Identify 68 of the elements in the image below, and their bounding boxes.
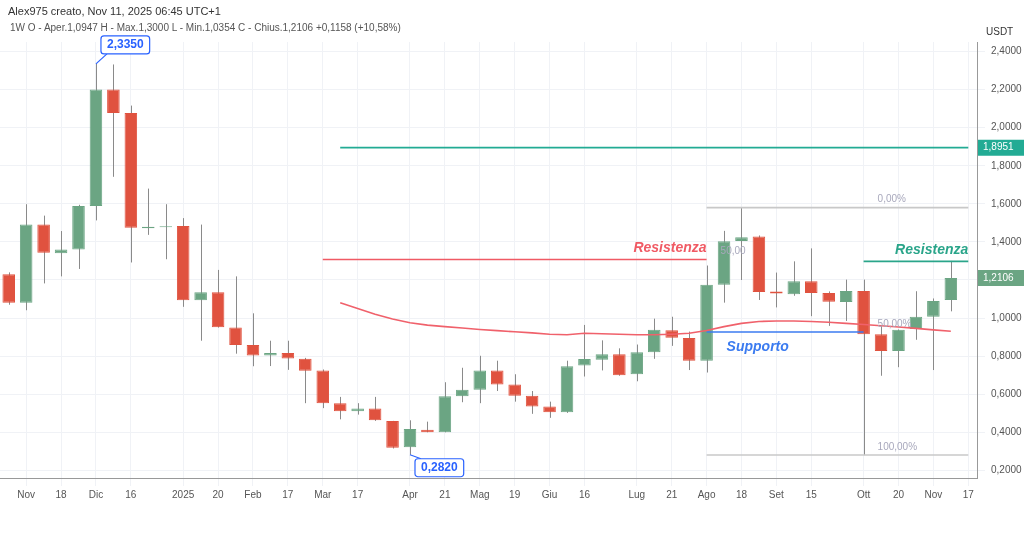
data-label: 1,8951 <box>983 141 1015 153</box>
candlestick <box>333 396 347 420</box>
text: 2,3350 <box>106 37 144 52</box>
x-tick-label: 2025 <box>172 488 195 500</box>
x-tick-label: 21 <box>666 488 678 500</box>
y-tick-label: 1,8000 <box>991 159 1023 171</box>
candlestick <box>281 340 295 371</box>
x-tick-label: 18 <box>55 488 68 500</box>
series-label: Resistenza <box>895 241 969 258</box>
y-tick-label: 2,2000 <box>991 83 1023 95</box>
candlestick <box>194 224 207 342</box>
x-tick-label: Nov <box>924 488 943 500</box>
x-tick-label: 21 <box>439 488 451 500</box>
x-tick-label: Ott <box>856 488 871 500</box>
candlestick <box>299 357 312 404</box>
candlestick <box>456 367 469 403</box>
x-tick-label: 20 <box>212 488 225 500</box>
y-tick-label: 2,0000 <box>991 121 1023 133</box>
annotation: 0,00% <box>877 193 907 205</box>
candlestick <box>647 318 661 360</box>
y-tick-label: 2,4000 <box>991 45 1023 57</box>
x-tick-label: 16 <box>578 488 591 500</box>
x-tick-label: 17 <box>352 488 364 500</box>
candlestick <box>246 312 260 367</box>
x-tick-label: Set <box>768 488 785 500</box>
series-label: Supporto <box>726 337 790 354</box>
candlestick <box>107 63 120 178</box>
x-tick-label: 17 <box>282 488 294 500</box>
candlestick <box>630 344 644 382</box>
chart-title: Alex975 creato, Nov 11, 2025 06:45 UTC+1 <box>8 5 221 17</box>
x-tick-label: Feb <box>244 488 263 500</box>
candlestick <box>508 373 521 403</box>
candlestick <box>682 331 696 371</box>
x-tick-label: Giu <box>541 488 558 500</box>
y-tick-label: 0,2000 <box>991 464 1023 476</box>
candlestick <box>229 275 242 355</box>
x-tick-label: 18 <box>735 488 748 500</box>
x-tick-label: Apr <box>402 488 419 500</box>
text: 0,2820 <box>420 460 458 475</box>
y-tick-label: 0,8000 <box>991 349 1023 361</box>
x-tick-label: Ago <box>697 488 716 500</box>
x-tick-label: Mar <box>314 488 333 500</box>
x-tick-label: Nov <box>17 488 36 500</box>
y-axis-title: USDT <box>986 26 1014 37</box>
x-tick-label: Mag <box>470 488 490 500</box>
x-tick-label: Lug <box>628 488 646 500</box>
candlestick <box>804 247 818 317</box>
candlestick <box>595 339 609 371</box>
x-tick-label: 20 <box>892 488 905 500</box>
y-tick-label: 0,6000 <box>991 387 1023 399</box>
annotation: 100,00% <box>877 440 918 452</box>
series-label: Resistenza <box>633 239 707 256</box>
chart-subtitle: 1W O - Aper.1,0947 H - Max.1,3000 L - Min.1,0354 C - Chius.1,2106 +0,1158 (+10,58%) <box>10 22 401 33</box>
y-tick-label: 1,0000 <box>991 311 1023 323</box>
x-tick-label: 16 <box>125 488 137 500</box>
candlestick <box>613 347 626 377</box>
x-tick-label: 15 <box>805 488 818 500</box>
x-tick-label: Dic <box>88 488 104 500</box>
x-tick-label: 17 <box>962 488 975 500</box>
text: 1,2106 <box>983 271 1014 283</box>
candlestick <box>822 290 835 327</box>
y-tick-label: 1,4000 <box>991 235 1023 247</box>
candlestick <box>578 324 591 378</box>
x-tick-label: 19 <box>509 488 521 500</box>
y-tick-label: 1,6000 <box>991 197 1023 209</box>
y-tick-label: 0,4000 <box>991 426 1023 438</box>
candlestick <box>892 328 905 368</box>
candlestick <box>944 260 958 312</box>
